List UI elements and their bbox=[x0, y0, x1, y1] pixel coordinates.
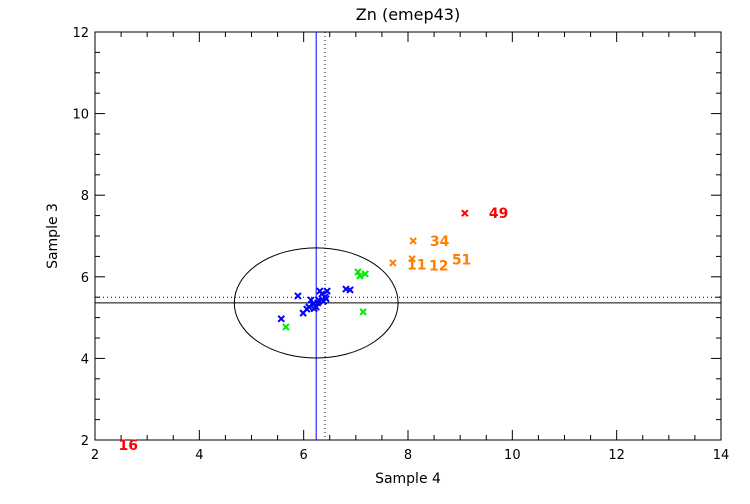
data-point-orange bbox=[389, 259, 397, 267]
data-point-green bbox=[356, 272, 364, 280]
point-label: 51 bbox=[452, 253, 471, 269]
data-point-green bbox=[361, 270, 369, 278]
data-point-blue bbox=[323, 287, 331, 295]
y-tick-label: 10 bbox=[72, 108, 89, 123]
x-axis-label: Sample 4 bbox=[375, 471, 441, 487]
point-label: 12 bbox=[429, 258, 448, 274]
y-tick-label: 12 bbox=[72, 26, 89, 41]
confidence-ellipse bbox=[233, 247, 399, 359]
data-point-blue bbox=[303, 305, 311, 313]
y-axis-label: Sample 3 bbox=[45, 203, 61, 269]
data-point-red bbox=[461, 209, 469, 217]
data-point-blue bbox=[294, 292, 302, 300]
data-point-blue bbox=[307, 296, 315, 304]
x-tick-label: 10 bbox=[504, 448, 521, 463]
x-tick-label: 8 bbox=[404, 448, 412, 463]
y-tick-label: 2 bbox=[81, 434, 89, 449]
x-tick-label: 12 bbox=[608, 448, 625, 463]
point-label: 11 bbox=[407, 258, 426, 274]
x-tick-label: 4 bbox=[195, 448, 203, 463]
data-point-blue bbox=[310, 304, 318, 313]
y-tick-label: 6 bbox=[81, 271, 89, 286]
data-point-orange bbox=[408, 255, 416, 263]
y-tick-label: 4 bbox=[81, 352, 89, 367]
plot-frame bbox=[94, 31, 722, 441]
x-tick-label: 2 bbox=[91, 448, 99, 463]
x-tick-label: 14 bbox=[713, 448, 730, 463]
chart-title: Zn (emep43) bbox=[356, 5, 460, 24]
data-point-orange bbox=[409, 237, 417, 245]
data-point-green bbox=[354, 268, 362, 276]
data-point-green bbox=[359, 308, 367, 316]
data-point-blue bbox=[346, 286, 354, 294]
data-point-green bbox=[282, 323, 290, 331]
point-label: 49 bbox=[489, 206, 508, 222]
x-tick-label: 6 bbox=[300, 448, 308, 463]
point-label: 34 bbox=[430, 234, 450, 250]
y-tick-label: 8 bbox=[81, 189, 89, 204]
data-point-blue bbox=[319, 297, 328, 305]
point-label: 16 bbox=[118, 438, 137, 454]
data-point-blue bbox=[277, 315, 285, 323]
